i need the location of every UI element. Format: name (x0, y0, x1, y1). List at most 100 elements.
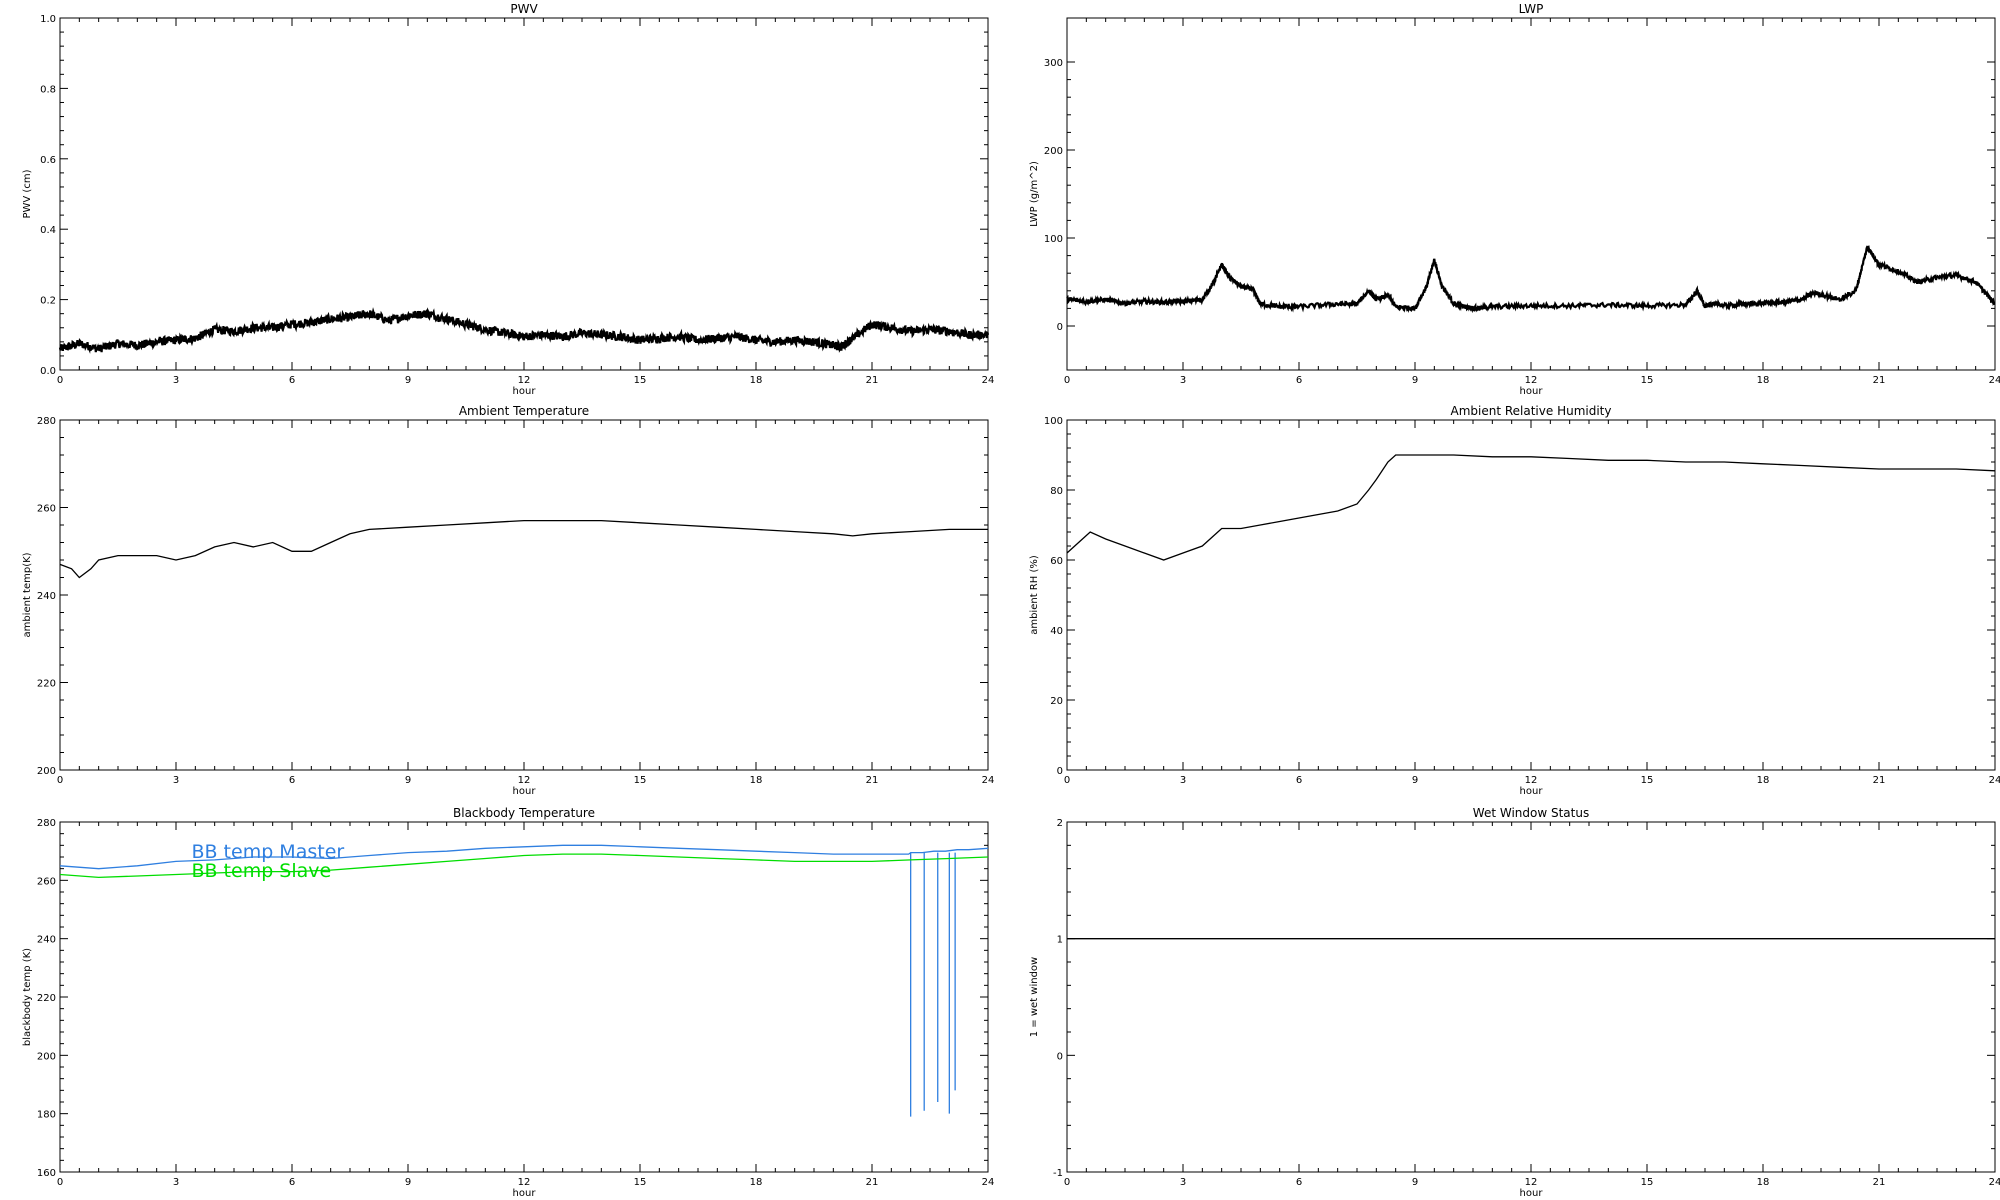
x-tick-label: 3 (1180, 1177, 1186, 1188)
series-line-0 (1066, 454, 1996, 561)
y-tick-label: 280 (37, 416, 56, 427)
x-tick-label: 9 (405, 775, 411, 786)
y-tick-label: 20 (1050, 696, 1063, 707)
legend-entry-0: BB temp Master (191, 841, 344, 863)
x-tick-label: 18 (750, 775, 763, 786)
y-tick-label: 0.2 (40, 296, 56, 307)
y-tick-label: 0.8 (40, 84, 56, 95)
x-axis-label: hour (1520, 1188, 1544, 1199)
y-tick-label: 0 (1057, 322, 1063, 333)
y-tick-label: 220 (37, 993, 56, 1004)
plot-frame (59, 419, 989, 771)
y-tick-label: 0.6 (40, 155, 56, 166)
chart-title: Ambient Relative Humidity (1451, 404, 1612, 418)
y-tick-label: 60 (1050, 556, 1063, 567)
x-tick-label: 21 (1873, 775, 1886, 786)
x-tick-label: 15 (1641, 1177, 1654, 1188)
y-axis-label: ambient RH (%) (1029, 555, 1040, 635)
chart-panel-0: PWV 0 3 6 9 12 15 18 21 24 hour 0.0 0.2 0.4 0.6 0.8 1.0 P… (22, 2, 994, 397)
y-tick-label: 0.0 (40, 366, 56, 377)
y-tick-label: 100 (1044, 416, 1063, 427)
plot-frame (59, 17, 989, 371)
x-tick-label: 3 (1180, 375, 1186, 386)
x-tick-label: 6 (289, 375, 295, 386)
x-tick-label: 0 (1064, 375, 1070, 386)
y-tick-label: 220 (37, 679, 56, 690)
y-axis-label: PWV (cm) (22, 169, 33, 218)
x-tick-label: 6 (1296, 775, 1302, 786)
chart-title: LWP (1519, 2, 1544, 16)
x-tick-label: 21 (1873, 1177, 1886, 1188)
x-tick-label: 12 (518, 1177, 531, 1188)
chart-title: Ambient Temperature (459, 404, 589, 418)
x-tick-label: 15 (634, 1177, 647, 1188)
x-tick-label: 6 (1296, 1177, 1302, 1188)
legend-entry-1: BB temp Slave (191, 860, 331, 882)
x-tick-label: 12 (518, 775, 531, 786)
y-tick-label: 240 (37, 935, 56, 946)
series-line-0 (59, 519, 988, 579)
y-tick-label: 160 (37, 1168, 56, 1179)
y-tick-label: 300 (1044, 58, 1063, 69)
y-tick-label: 260 (37, 504, 56, 515)
x-axis-label: hour (513, 1188, 537, 1199)
y-tick-label: 240 (37, 591, 56, 602)
plot-frame (1066, 821, 1996, 1173)
x-tick-label: 12 (1525, 1177, 1538, 1188)
x-tick-label: 12 (518, 375, 531, 386)
x-axis-label: hour (1520, 786, 1544, 797)
y-axis-label: blackbody temp (K) (22, 948, 33, 1046)
x-tick-label: 9 (405, 1177, 411, 1188)
y-axis-label: LWP (g/m^2) (1029, 161, 1040, 227)
y-tick-label: -1 (1053, 1168, 1063, 1179)
x-tick-label: 21 (1873, 375, 1886, 386)
chart-panel-2: Ambient Temperature 0 3 6 9 12 15 18 21 24 hour 200… (22, 404, 994, 797)
y-tick-label: 40 (1050, 626, 1063, 637)
x-tick-label: 18 (750, 375, 763, 386)
x-axis-label: hour (513, 786, 537, 797)
series-line-0 (59, 844, 989, 870)
x-tick-label: 15 (1641, 375, 1654, 386)
x-tick-label: 6 (1296, 375, 1302, 386)
x-tick-label: 0 (57, 1177, 63, 1188)
plot-frame (1066, 419, 1996, 771)
x-tick-label: 3 (1180, 775, 1186, 786)
chart-title: Blackbody Temperature (453, 806, 595, 820)
x-tick-label: 15 (1641, 775, 1654, 786)
x-tick-label: 21 (866, 1177, 879, 1188)
x-tick-label: 9 (1412, 375, 1418, 386)
x-tick-label: 3 (173, 775, 179, 786)
x-tick-label: 3 (173, 375, 179, 386)
x-tick-label: 24 (1989, 375, 2000, 386)
x-tick-label: 12 (1525, 775, 1538, 786)
y-tick-label: 0.4 (40, 225, 56, 236)
x-tick-label: 24 (1989, 1177, 2000, 1188)
y-tick-label: 260 (37, 876, 56, 887)
x-tick-label: 0 (57, 775, 63, 786)
x-tick-label: 9 (1412, 1177, 1418, 1188)
x-tick-label: 24 (982, 775, 995, 786)
x-tick-label: 0 (57, 375, 63, 386)
x-tick-label: 15 (634, 775, 647, 786)
chart-panel-4: Blackbody Temperature 0 3 6 9 12 15 18 21 24 hour 1… (22, 806, 994, 1199)
y-tick-label: 280 (37, 818, 56, 829)
x-tick-label: 21 (866, 775, 879, 786)
y-tick-label: 200 (1044, 146, 1063, 157)
x-tick-label: 9 (1412, 775, 1418, 786)
x-tick-label: 6 (289, 775, 295, 786)
x-tick-label: 0 (1064, 775, 1070, 786)
chart-title: PWV (510, 2, 538, 16)
x-axis-label: hour (513, 386, 537, 397)
x-tick-label: 3 (173, 1177, 179, 1188)
x-tick-label: 9 (405, 375, 411, 386)
x-axis-label: hour (1520, 386, 1544, 397)
y-axis-label: 1 = wet window (1029, 957, 1040, 1037)
x-tick-label: 24 (982, 375, 995, 386)
x-tick-label: 21 (866, 375, 879, 386)
y-tick-label: 80 (1050, 486, 1063, 497)
y-tick-label: 100 (1044, 234, 1063, 245)
y-tick-label: 180 (37, 1110, 56, 1121)
x-tick-label: 6 (289, 1177, 295, 1188)
